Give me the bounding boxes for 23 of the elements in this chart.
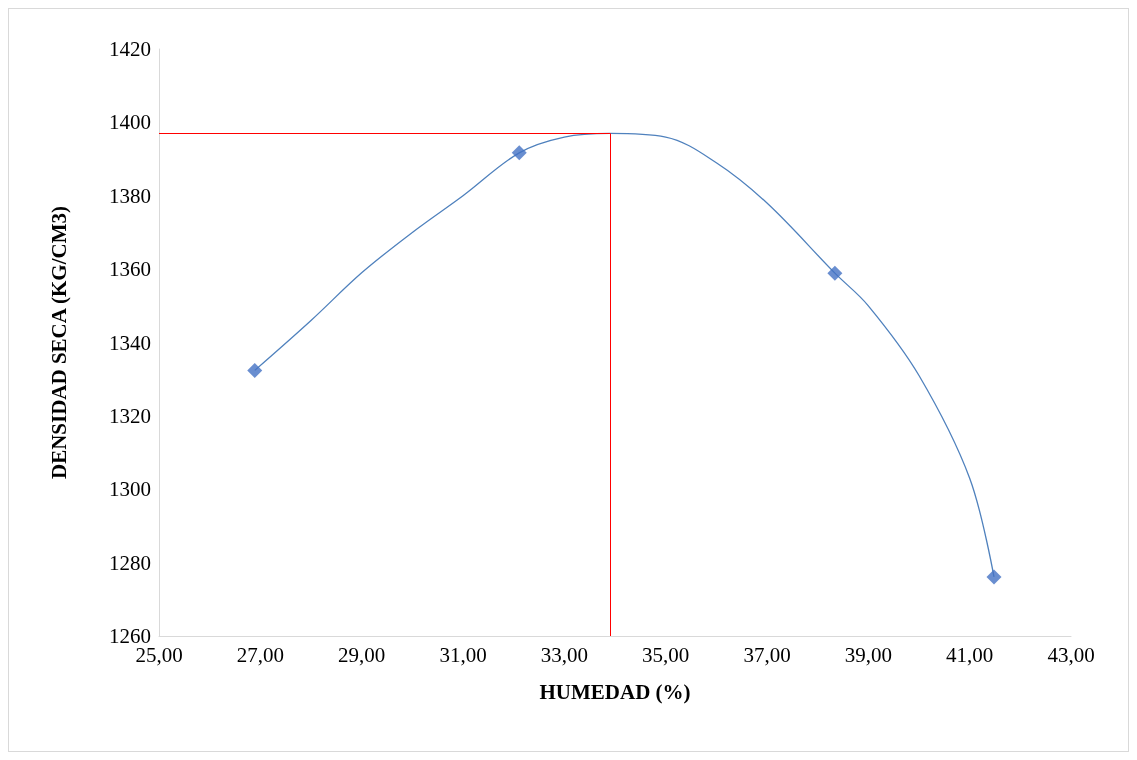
x-tick-label: 35,00: [642, 642, 690, 667]
y-axis-title: DENSIDAD SECA (KG/CM3): [46, 205, 71, 480]
x-axis-title: HUMEDAD (%): [539, 679, 691, 704]
y-tick-label: 1320: [109, 403, 151, 428]
y-tick-label: 1420: [109, 37, 151, 61]
point: [827, 265, 843, 281]
y-tick-label: 1360: [109, 257, 151, 282]
y-tick-label: 1300: [109, 477, 151, 502]
x-tick-label: 37,00: [743, 642, 791, 667]
x-tick-label: 41,00: [946, 642, 994, 667]
y-tick-label: 1280: [109, 550, 151, 575]
y-tick-label: 1380: [109, 183, 151, 208]
x-tick-label: 31,00: [439, 642, 487, 667]
point: [511, 145, 527, 161]
y-tick-label: 1400: [109, 110, 151, 135]
point: [247, 362, 263, 378]
x-tick-label: 39,00: [844, 642, 892, 667]
x-tick-label: 27,00: [236, 642, 284, 667]
point: [986, 569, 1002, 585]
x-tick-label: 43,00: [1047, 642, 1095, 667]
x-tick-label: 33,00: [540, 642, 588, 667]
x-tick-label: 29,00: [338, 642, 386, 667]
y-tick-label: 1340: [109, 330, 151, 355]
